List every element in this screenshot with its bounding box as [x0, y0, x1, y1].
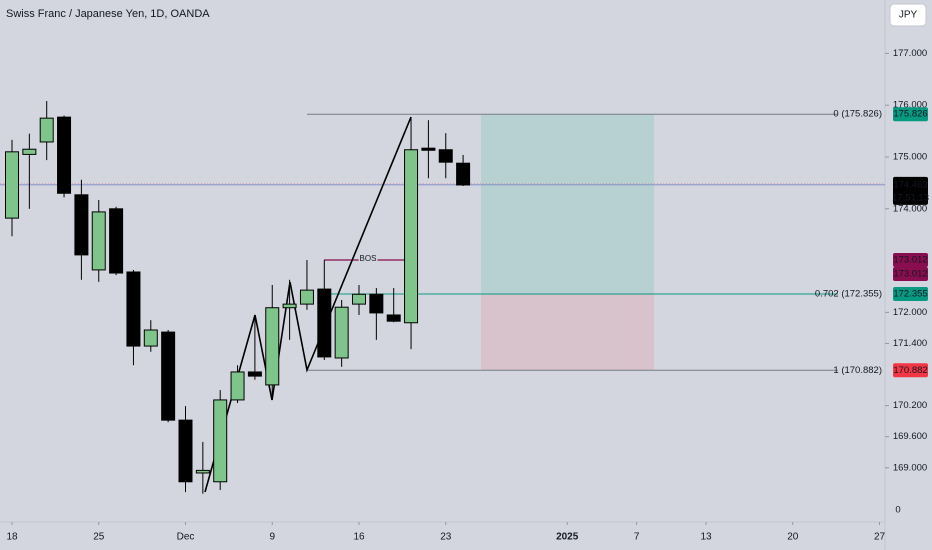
price-tag-label: 175.826: [893, 109, 927, 120]
x-tick-label: 2025: [556, 532, 579, 543]
x-tick-label: Dec: [177, 532, 195, 543]
fib-label: 0 (175.826): [833, 109, 882, 120]
price-tag: [893, 107, 928, 122]
y-tick-label: 171.400: [893, 338, 927, 349]
candle-body: [126, 271, 141, 347]
position-tool: [481, 114, 654, 371]
candle-body: [456, 162, 471, 186]
y-tick-label: 174.000: [893, 203, 927, 214]
price-tag: [893, 266, 928, 281]
lower-axis-label: 0: [895, 505, 900, 516]
candle-body: [421, 147, 436, 151]
x-tick-label: 27: [874, 532, 886, 543]
y-tick-label: 175.000: [893, 152, 927, 163]
candle-body: [265, 307, 280, 386]
price-tag: [893, 363, 928, 378]
levels: 0 (175.826) 0.702 (172.355) 1 (170.882) BOS: [0, 109, 885, 376]
x-tick-label: 20: [787, 532, 799, 543]
candle-body: [39, 117, 54, 143]
profit-zone: [481, 114, 654, 295]
x-tick-label: 25: [93, 532, 105, 543]
x-tick-label: 16: [353, 532, 365, 543]
price-tag-label: 170.882: [893, 365, 927, 376]
candle-body: [74, 194, 89, 256]
candles: [5, 101, 471, 494]
x-tick-label: 9: [269, 532, 275, 543]
candle-body: [57, 116, 72, 194]
candle-body: [91, 211, 106, 271]
y-tick-label: 172.000: [893, 307, 927, 318]
candle-body: [213, 399, 228, 483]
y-tick-label: 169.600: [893, 431, 927, 442]
y-tick-label: 177.000: [893, 48, 927, 59]
x-tick-label: 7: [634, 532, 640, 543]
fib-label: 1 (170.882): [833, 365, 882, 376]
candle-body: [195, 469, 210, 474]
candle-body: [143, 329, 158, 347]
y-tick-label: 176.000: [893, 100, 927, 111]
y-tick-label: 169.000: [893, 462, 927, 473]
price-tag-label: 173.012: [893, 254, 927, 265]
candle-body: [230, 371, 245, 401]
currency-button[interactable]: JPY: [889, 3, 927, 27]
x-tick-label: 18: [6, 532, 18, 543]
bos-label: BOS: [360, 254, 377, 263]
candle-body: [334, 306, 349, 359]
price-tag-label: 173.012: [893, 268, 927, 279]
candle-body: [299, 289, 314, 305]
candle-body: [352, 293, 366, 305]
y-tick-label: 170.200: [893, 400, 927, 411]
candle-body: [161, 331, 176, 421]
last-price-label: 174.463: [893, 179, 927, 190]
candle-body: [178, 419, 193, 483]
price-tag: [893, 252, 928, 267]
price-axis: 177.000 176.000 175.000 174.000 172.000 171.4…: [885, 48, 929, 516]
price-tag-label: 172.355: [893, 289, 927, 300]
button-label[interactable]: JPY: [899, 10, 918, 21]
candle-body: [22, 148, 37, 155]
chart-title: Swiss Franc / Japanese Yen, 1D, OANDA: [6, 8, 210, 20]
candle-body: [369, 293, 384, 314]
button-frame[interactable]: [889, 3, 927, 27]
candle-body: [282, 303, 297, 309]
candle-body: [109, 208, 124, 274]
candle-body: [247, 371, 262, 377]
loss-zone: [481, 294, 654, 371]
fib-label: 0.702 (172.355): [815, 289, 882, 300]
x-tick-label: 13: [700, 532, 712, 543]
candle-body: [5, 151, 19, 219]
countdown: 17:51:13: [892, 192, 929, 203]
candle-body: [317, 288, 332, 358]
candle-body: [386, 314, 401, 322]
last-price-tag: [893, 176, 928, 205]
price-tag: [893, 287, 928, 302]
candle-body: [404, 149, 419, 324]
x-tick-label: 23: [440, 532, 452, 543]
candle-body: [438, 149, 453, 163]
